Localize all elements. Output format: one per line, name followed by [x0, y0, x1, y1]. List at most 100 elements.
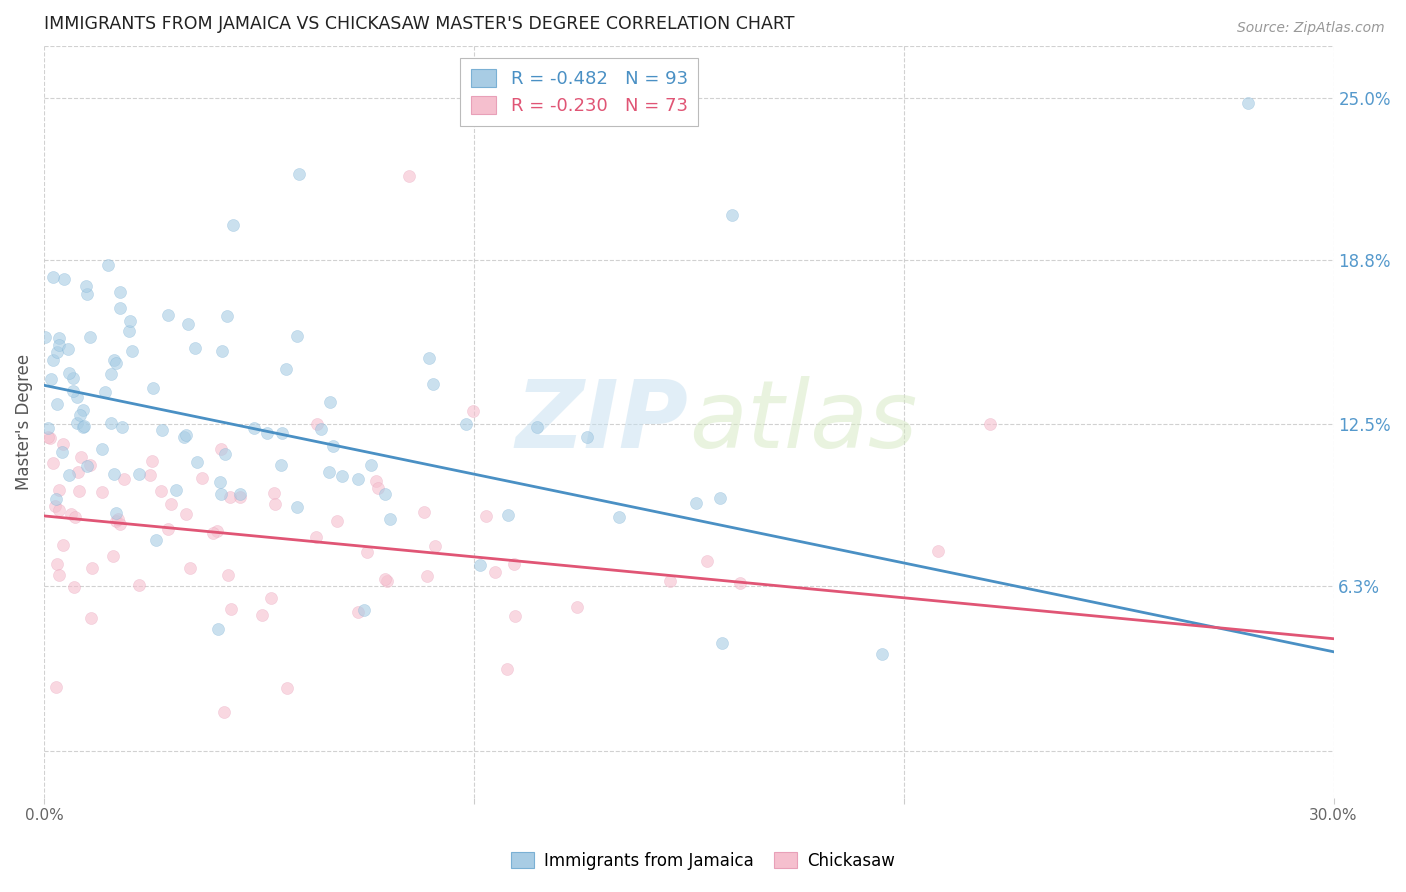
- Point: [346, 472, 368, 486]
- Point: [425, 539, 447, 553]
- Point: [75, 278, 97, 293]
- Point: [205, 524, 228, 538]
- Point: [309, 422, 332, 436]
- Point: [52, 538, 75, 552]
- Point: [48, 483, 70, 497]
- Point: [366, 475, 388, 489]
- Point: [456, 417, 478, 431]
- Point: [498, 508, 520, 523]
- Point: [330, 468, 353, 483]
- Point: [288, 167, 311, 181]
- Point: [374, 572, 396, 586]
- Point: [39, 431, 62, 445]
- Point: [378, 511, 401, 525]
- Y-axis label: Master's Degree: Master's Degree: [15, 354, 32, 490]
- Point: [52, 437, 75, 451]
- Point: [56, 342, 79, 356]
- Point: [217, 309, 239, 323]
- Point: [156, 309, 179, 323]
- Point: [105, 506, 128, 520]
- Point: [79, 458, 101, 472]
- Point: [58, 467, 80, 482]
- Point: [217, 567, 239, 582]
- Point: [108, 301, 131, 315]
- Point: [94, 384, 117, 399]
- Point: [179, 561, 201, 575]
- Point: [48, 503, 70, 517]
- Legend: Immigrants from Jamaica, Chickasaw: Immigrants from Jamaica, Chickasaw: [505, 846, 901, 877]
- Point: [69, 409, 91, 423]
- Point: [46, 558, 69, 572]
- Point: [159, 497, 181, 511]
- Point: [72, 403, 94, 417]
- Point: [191, 471, 214, 485]
- Point: [70, 450, 93, 464]
- Point: [422, 376, 444, 391]
- Point: [100, 417, 122, 431]
- Point: [503, 558, 526, 572]
- Point: [285, 328, 308, 343]
- Point: [305, 530, 328, 544]
- Point: [709, 491, 731, 506]
- Point: [211, 344, 233, 359]
- Point: [264, 497, 287, 511]
- Point: [45, 491, 67, 506]
- Point: [66, 390, 89, 404]
- Point: [565, 600, 588, 615]
- Point: [353, 603, 375, 617]
- Point: [318, 465, 340, 479]
- Point: [186, 455, 208, 469]
- Point: [105, 356, 128, 370]
- Point: [44, 499, 66, 513]
- Point: [42, 353, 65, 368]
- Point: [62, 384, 84, 398]
- Point: [468, 558, 491, 573]
- Point: [66, 417, 89, 431]
- Point: [63, 510, 86, 524]
- Point: [46, 345, 69, 359]
- Point: [250, 608, 273, 623]
- Point: [413, 505, 436, 519]
- Point: [475, 509, 498, 524]
- Point: [79, 329, 101, 343]
- Point: [209, 475, 232, 490]
- Point: [165, 483, 187, 498]
- Point: [728, 576, 751, 591]
- Point: [48, 338, 70, 352]
- Point: [325, 514, 347, 528]
- Point: [263, 486, 285, 500]
- Point: [659, 574, 682, 588]
- Point: [219, 601, 242, 615]
- Point: [575, 430, 598, 444]
- Point: [607, 510, 630, 524]
- Point: [202, 526, 225, 541]
- Point: [128, 467, 150, 481]
- Point: [374, 487, 396, 501]
- Point: [42, 270, 65, 285]
- Point: [356, 545, 378, 559]
- Point: [484, 565, 506, 579]
- Point: [229, 487, 252, 501]
- Point: [118, 314, 141, 328]
- Point: [72, 419, 94, 434]
- Point: [104, 514, 127, 528]
- Point: [142, 381, 165, 395]
- Point: [285, 500, 308, 514]
- Point: [720, 209, 742, 223]
- Point: [495, 663, 517, 677]
- Point: [207, 622, 229, 636]
- Point: [219, 490, 242, 504]
- Point: [305, 417, 328, 431]
- Point: [34, 330, 56, 344]
- Point: [173, 430, 195, 444]
- Text: Source: ZipAtlas.com: Source: ZipAtlas.com: [1237, 21, 1385, 36]
- Point: [37, 421, 59, 435]
- Point: [60, 507, 83, 521]
- Point: [145, 533, 167, 547]
- Point: [222, 219, 245, 233]
- Point: [927, 543, 949, 558]
- Point: [360, 458, 382, 473]
- Point: [66, 465, 89, 479]
- Point: [256, 425, 278, 440]
- Point: [347, 606, 370, 620]
